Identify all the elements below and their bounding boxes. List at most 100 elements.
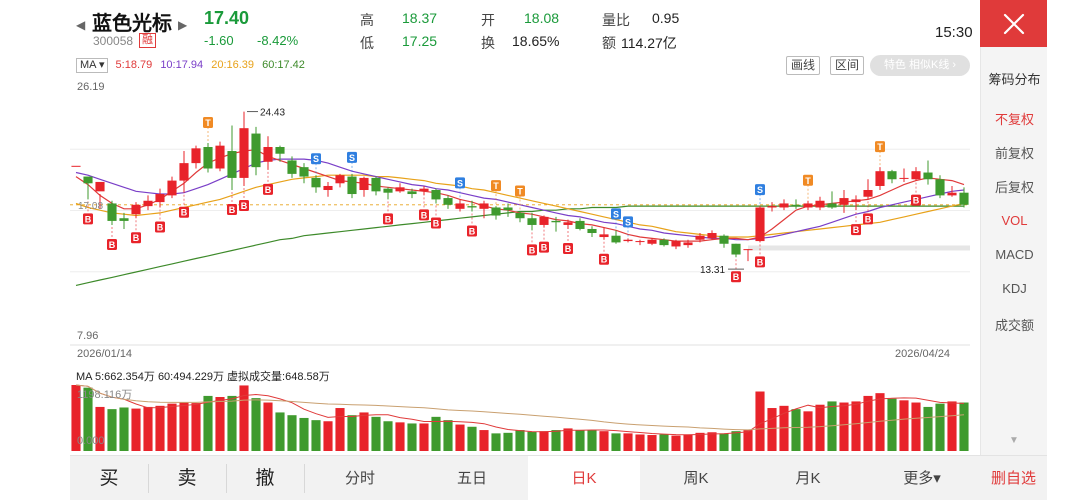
volume-bar: [911, 402, 921, 451]
high-annotation: 24.43: [260, 108, 285, 119]
volume-chart[interactable]: [70, 383, 970, 451]
candle-body: [959, 192, 969, 205]
candle-body: [839, 198, 849, 205]
volume-bar: [419, 423, 429, 451]
candle-body: [863, 190, 873, 197]
close-button[interactable]: [980, 0, 1047, 47]
similar-kline-button[interactable]: 特色 相似K线 ›: [870, 55, 970, 76]
margin-badge: 融: [139, 33, 156, 48]
volume-bar: [347, 415, 357, 451]
volume-bar: [167, 403, 177, 451]
tab-weekly-k[interactable]: 周K: [683, 470, 709, 487]
cancel-order-button[interactable]: 撤: [255, 468, 275, 489]
candle-body: [851, 199, 861, 203]
signal-label-B: B: [865, 214, 872, 224]
volume-bar: [767, 408, 777, 451]
bottom-toolbar: 买 卖 撤 分时 五日 日K 周K 月K 更多▾: [70, 455, 980, 500]
signal-badge: [563, 242, 573, 254]
volume-bar: [623, 433, 633, 451]
signal-badge: [623, 216, 633, 228]
signal-label-B: B: [133, 233, 140, 243]
signal-label-T: T: [517, 187, 523, 197]
candle-body: [719, 235, 729, 244]
volume-bar: [95, 406, 105, 451]
candle-body: [527, 218, 537, 225]
scroll-down-icon[interactable]: ▼: [1009, 435, 1019, 446]
candle-body: [455, 203, 465, 209]
volume-bar: [467, 426, 477, 451]
tab-five-day[interactable]: 五日: [456, 470, 487, 487]
sidebar-item-chip-distribution[interactable]: 筹码分布: [988, 72, 1041, 87]
signal-label-B: B: [109, 240, 116, 250]
volume-bar: [923, 406, 933, 451]
signal-label-B: B: [157, 222, 164, 232]
signal-label-B: B: [241, 201, 248, 211]
candle-body: [923, 172, 933, 180]
sidebar-item-no-adjust[interactable]: 不复权: [994, 112, 1034, 127]
candle-body: [179, 163, 189, 181]
ma5-legend: 5:18.79: [115, 59, 153, 71]
sell-button[interactable]: 卖: [177, 468, 197, 489]
candle-body: [335, 175, 345, 184]
prev-stock-icon[interactable]: ◀: [76, 18, 86, 32]
sidebar-item-macd[interactable]: MACD: [995, 247, 1034, 262]
volume-bar: [275, 412, 285, 451]
signal-label-B: B: [85, 214, 92, 224]
sidebar-item-backward-adjust[interactable]: 后复权: [994, 180, 1034, 195]
candle-body: [563, 222, 573, 225]
candle-body: [443, 198, 453, 205]
signal-label-T: T: [205, 118, 211, 128]
candle-body: [611, 235, 621, 243]
volume-bar: [875, 393, 885, 451]
x-start-label: 2026/01/14: [77, 348, 133, 360]
volume-bar: [83, 387, 93, 451]
volume-bar: [707, 432, 717, 451]
sidebar-item-kdj[interactable]: KDJ: [1002, 281, 1027, 296]
signal-label-B: B: [853, 225, 860, 235]
candle-body: [143, 200, 153, 207]
signal-label-S: S: [757, 185, 763, 195]
signal-label-B: B: [421, 210, 428, 220]
candle-body: [899, 177, 909, 179]
volume-bar: [575, 430, 585, 451]
volume-bar: [251, 398, 261, 451]
tab-intraday[interactable]: 分时: [344, 470, 375, 487]
range-button[interactable]: 区间: [830, 56, 864, 75]
volume-bar: [155, 405, 165, 451]
tab-monthly-k[interactable]: 月K: [795, 470, 821, 487]
sidebar-item-turnover-amount[interactable]: 成交额: [994, 318, 1034, 333]
ma-selector[interactable]: MA ▾: [76, 58, 109, 73]
candle-body: [587, 228, 597, 234]
signal-badge: [455, 177, 465, 189]
signal-badge: [419, 209, 429, 221]
signal-label-B: B: [757, 257, 764, 267]
candle-body: [767, 206, 777, 208]
volume-bar: [227, 395, 237, 451]
signal-label-T: T: [805, 176, 811, 186]
next-stock-icon[interactable]: ▶: [178, 18, 188, 32]
close-icon: [1003, 13, 1024, 34]
buy-button[interactable]: 买: [99, 468, 119, 489]
volume-bar: [695, 432, 705, 451]
candle-body: [887, 171, 897, 180]
sidebar-item-vol[interactable]: VOL: [1001, 213, 1028, 228]
candle-body: [95, 181, 105, 192]
tab-daily-k[interactable]: 日K: [528, 456, 640, 500]
draw-line-button[interactable]: 画线: [786, 56, 820, 75]
candle-body: [215, 145, 225, 169]
volume-bar: [179, 402, 189, 451]
tab-more[interactable]: 更多▾: [903, 470, 941, 487]
candle-body: [791, 204, 801, 207]
sidebar-item-forward-adjust[interactable]: 前复权: [994, 146, 1034, 161]
remove-watchlist-button[interactable]: 删自选: [980, 455, 1047, 500]
signal-label-S: S: [349, 153, 355, 163]
high-value: 18.37: [402, 10, 438, 26]
ma20-line: [75, 174, 965, 238]
signal-label-S: S: [625, 217, 631, 227]
signal-badge: [755, 256, 765, 268]
signal-label-B: B: [565, 244, 572, 254]
candle-body: [623, 239, 633, 242]
volume-bar: [647, 435, 657, 451]
turnover-value: 18.65%: [512, 33, 560, 49]
